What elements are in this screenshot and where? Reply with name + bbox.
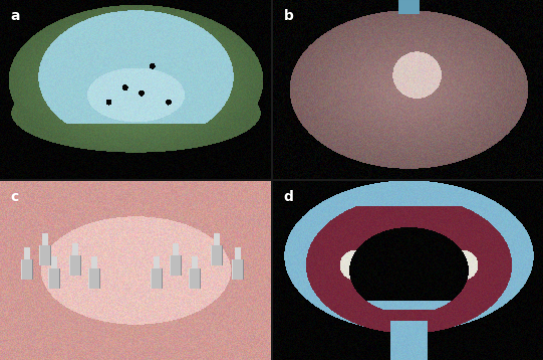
Text: a: a — [11, 9, 20, 23]
Text: b: b — [283, 9, 293, 23]
Text: c: c — [11, 190, 19, 204]
Text: d: d — [283, 190, 293, 204]
